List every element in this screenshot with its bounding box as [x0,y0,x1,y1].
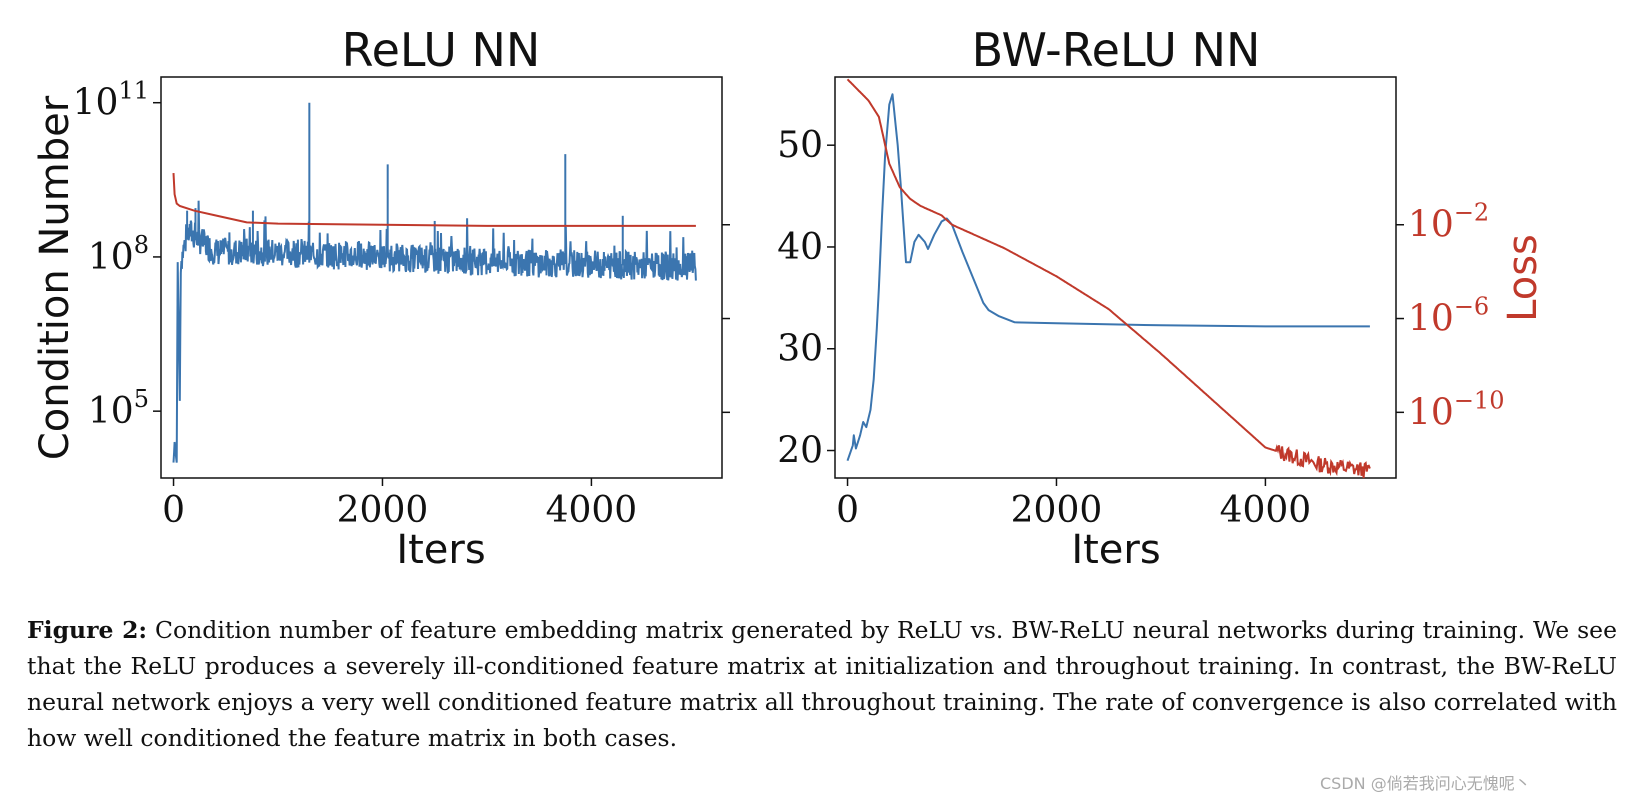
y-tick-label: 30 [777,329,823,370]
bw-relu-plot-frame [834,76,1397,479]
loss-axis-label: Loss [1500,234,1546,322]
y-tick-label: 50 [777,125,823,166]
y-tick-label: 108 [88,231,149,278]
x-tick-label: 4000 [1220,490,1312,531]
x-tick-label: 4000 [546,490,638,531]
relu-chart: ReLU NN Iters Condition Number 0 2000 4000… [32,23,730,573]
relu-chart-title: ReLU NN [342,23,541,77]
x-tick-label: 0 [162,490,185,531]
caption-text: Condition number of feature embedding ma… [27,616,1617,752]
relu-y-axis-label: Condition Number [32,95,78,460]
condition-number-line [846,93,1370,462]
y-tick-label: 1011 [73,77,149,124]
figure-caption: Figure 2: Condition number of feature em… [27,612,1617,756]
loss-tick-label: 10−2 [1408,199,1489,246]
loss-line [846,78,1371,479]
relu-x-axis-label: Iters [396,527,485,573]
x-tick-label: 2000 [1011,490,1103,531]
y-tick-label: 20 [777,431,823,472]
x-tick-label: 0 [836,490,859,531]
relu-series [172,102,697,463]
watermark: CSDN @倘若我问心无愧呢丶 [1320,774,1531,793]
relu-ticks: 0 2000 4000 105 108 1011 [73,77,730,531]
loss-line [172,173,696,227]
loss-tick-label: 10−6 [1408,293,1489,340]
y-tick-label: 105 [88,385,149,432]
condition-number-line [172,200,697,463]
bw-relu-chart: BW-ReLU NN Iters Loss 0 2000 4000 20 30 40 50 1… [777,23,1546,573]
bw-relu-series [846,78,1371,479]
bw-relu-chart-title: BW-ReLU NN [972,23,1261,77]
caption-label: Figure 2: [27,616,148,644]
loss-tick-label: 10−10 [1408,386,1504,433]
relu-plot-frame [160,76,723,479]
bw-relu-x-axis-label: Iters [1071,527,1160,573]
figure: ReLU NN Iters Condition Number 0 2000 4000… [32,23,1546,573]
bw-relu-ticks: 0 2000 4000 20 30 40 50 10−2 10−6 10−10 [777,125,1504,531]
x-tick-label: 2000 [337,490,429,531]
y-tick-label: 40 [777,227,823,268]
